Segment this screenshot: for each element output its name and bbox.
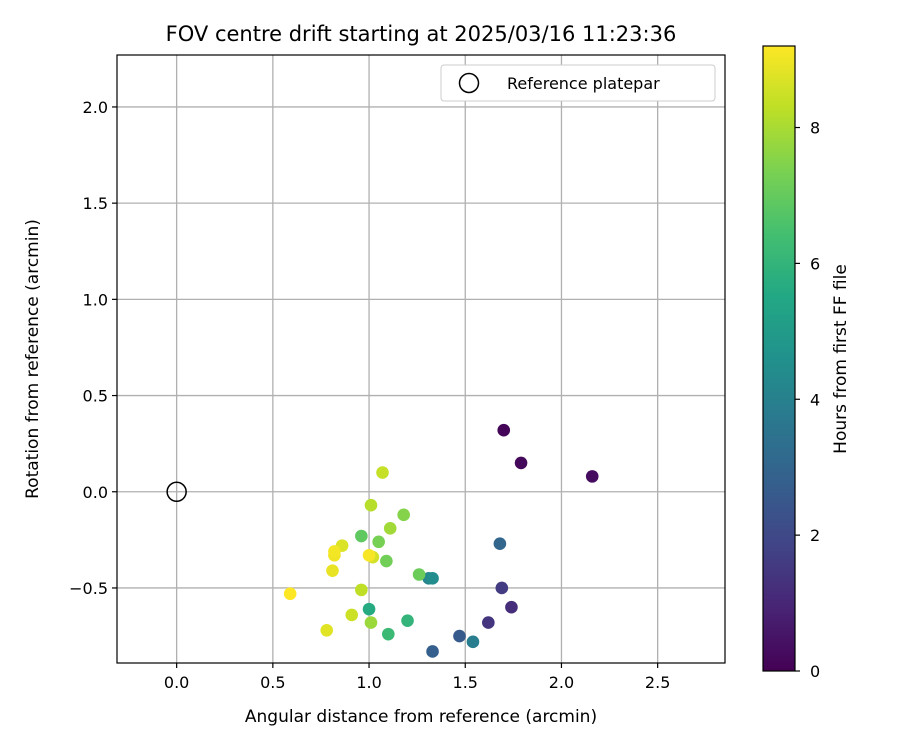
- data-point: [381, 627, 395, 641]
- colorbar: 0 2 4 6 8 Hours from first FF file: [762, 45, 851, 681]
- data-point: [585, 470, 599, 483]
- data-point: [514, 456, 528, 470]
- x-tick-label: 1.0: [356, 673, 381, 692]
- y-tick-label: 1.0: [83, 290, 108, 309]
- chart-title: FOV centre drift starting at 2025/03/16 …: [166, 22, 677, 46]
- data-point: [383, 522, 397, 535]
- data-point: [345, 608, 359, 622]
- data-point: [380, 554, 393, 568]
- x-tick-label: 1.5: [453, 673, 478, 692]
- data-point: [376, 466, 389, 479]
- data-points: [166, 423, 599, 658]
- data-point: [482, 616, 495, 629]
- data-point: [426, 572, 439, 585]
- reference-platepar-marker: [166, 481, 187, 503]
- legend-reference-marker-icon: [458, 72, 480, 94]
- data-point: [412, 568, 426, 581]
- data-point: [283, 587, 297, 601]
- y-tick-label: −0.5: [69, 579, 108, 598]
- grid: [117, 55, 725, 663]
- colorbar-tick-label: 0: [810, 662, 820, 681]
- colorbar-label: Hours from first FF file: [831, 264, 851, 454]
- data-point: [495, 581, 509, 595]
- data-point: [320, 623, 334, 637]
- x-tick-label: 0.5: [260, 673, 285, 692]
- colorbar-tick-label: 8: [810, 119, 820, 138]
- colorbar-tick-label: 4: [810, 390, 820, 409]
- data-point: [397, 508, 410, 522]
- legend-box: [440, 64, 716, 102]
- data-point: [372, 535, 385, 549]
- data-point: [426, 645, 439, 658]
- legend: Reference platepar: [440, 64, 716, 102]
- colorbar-ticks: 0 2 4 6 8: [795, 119, 820, 681]
- data-point: [401, 614, 414, 627]
- data-point: [364, 616, 378, 629]
- data-point: [355, 583, 368, 597]
- x-axis-label: Angular distance from reference (arcmin): [245, 707, 597, 727]
- plot-frame: [116, 54, 726, 664]
- data-point: [355, 529, 368, 543]
- colorbar-gradient: [762, 45, 796, 672]
- data-point: [362, 602, 376, 616]
- y-axis-label: Rotation from reference (arcmin): [23, 219, 43, 499]
- x-tick-label: 0.0: [164, 673, 189, 692]
- y-tick-label: 2.0: [83, 98, 108, 117]
- data-point: [505, 600, 518, 614]
- data-point: [497, 423, 511, 437]
- data-point: [364, 498, 378, 512]
- data-point: [328, 545, 341, 558]
- x-tick-label: 2.5: [645, 673, 670, 692]
- axis-ticks: 0.0 0.5 1.0 1.5 2.0 2.5 −0.5 0.0 0.5 1.0 1.5 2.0: [69, 98, 670, 692]
- colorbar-tick-label: 2: [810, 526, 820, 545]
- x-tick-label: 2.0: [549, 673, 574, 692]
- data-point: [453, 629, 466, 643]
- data-point: [493, 537, 507, 551]
- colorbar-tick-label: 6: [810, 254, 820, 273]
- y-tick-label: 0.5: [83, 387, 108, 406]
- legend-label: Reference platepar: [507, 74, 660, 93]
- data-point: [362, 548, 376, 562]
- y-tick-label: 1.5: [83, 194, 108, 213]
- data-point: [466, 635, 480, 649]
- data-point: [326, 564, 339, 577]
- y-tick-label: 0.0: [83, 483, 108, 502]
